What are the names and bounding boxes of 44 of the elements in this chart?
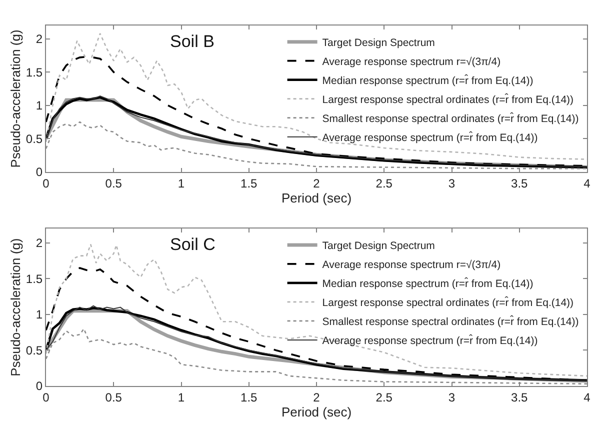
legend-label: Smallest response spectral ordinates (r=r̂ from Eq.(14)) — [322, 112, 579, 125]
x-tick-label: 3.5 — [511, 176, 528, 190]
y-tick-label: 2 — [36, 32, 43, 46]
y-tick-label: 1 — [36, 98, 43, 113]
x-tick-label: 1 — [178, 176, 185, 190]
x-tick-label: 1.5 — [240, 176, 258, 190]
x-tick-label: 1.5 — [240, 390, 258, 404]
x-tick-label: 2.5 — [376, 390, 393, 404]
x-tick-label: 4 — [584, 390, 591, 404]
x-axis-title: Period (sec) — [281, 404, 352, 420]
legend-label: Average response spectrum (r=r̂ from Eq.(14)) — [322, 130, 538, 144]
y-tick-label: 1.5 — [26, 65, 43, 80]
x-tick-label: 0.5 — [105, 390, 122, 404]
legend-label: Average response spectrum r=√(3π/4) — [322, 56, 501, 68]
annotation: Soil B — [170, 32, 214, 51]
legend-label: Average response spectrum r=√(3π/4) — [322, 259, 501, 272]
x-tick-label: 3.5 — [511, 390, 528, 404]
y-tick-label: 0 — [36, 165, 43, 180]
y-tick-label: 2 — [36, 236, 43, 250]
x-axis-title: Period (sec) — [281, 190, 352, 206]
legend-label: Median response spectrum (r=r̂ from Eq.(14)) — [322, 74, 534, 87]
legend-label: Largest response spectral ordinates (r=r̂ from Eq.(14)) — [322, 296, 574, 310]
annotation: Soil C — [170, 235, 216, 254]
y-tick-label: 0.5 — [26, 343, 43, 358]
x-tick-label: 2 — [313, 176, 320, 190]
x-tick-label: 3 — [448, 390, 456, 404]
legend-label: Median response spectrum (r=r̂ from Eq.(14)) — [322, 277, 534, 290]
y-axis-title: Pseudo-acceleration (g) — [8, 238, 23, 376]
y-tick-label: 0 — [36, 379, 43, 394]
x-tick-label: 2.5 — [376, 176, 393, 190]
x-tick-label: 2 — [313, 390, 320, 404]
legend-label: Target Design Spectrum — [322, 240, 436, 252]
y-tick-label: 0.5 — [26, 132, 43, 146]
x-tick-label: 1 — [178, 390, 185, 404]
x-tick-label: 0.5 — [105, 176, 122, 190]
legend-label: Average response spectrum (r=r̂ from Eq.(14)) — [322, 334, 538, 348]
legend-label: Smallest response spectral ordinates (r=r̂ from Eq.(14)) — [322, 315, 579, 328]
x-tick-label: 3 — [448, 176, 456, 190]
legend-label: Target Design Spectrum — [322, 36, 436, 49]
y-axis-title: Pseudo-acceleration (g) — [8, 30, 23, 168]
y-tick-label: 1 — [36, 308, 43, 322]
x-tick-label: 4 — [584, 176, 591, 190]
legend-label: Largest response spectral ordinates (r=r̂ from Eq.(14)) — [322, 92, 574, 106]
y-tick-label: 1.5 — [26, 272, 43, 286]
